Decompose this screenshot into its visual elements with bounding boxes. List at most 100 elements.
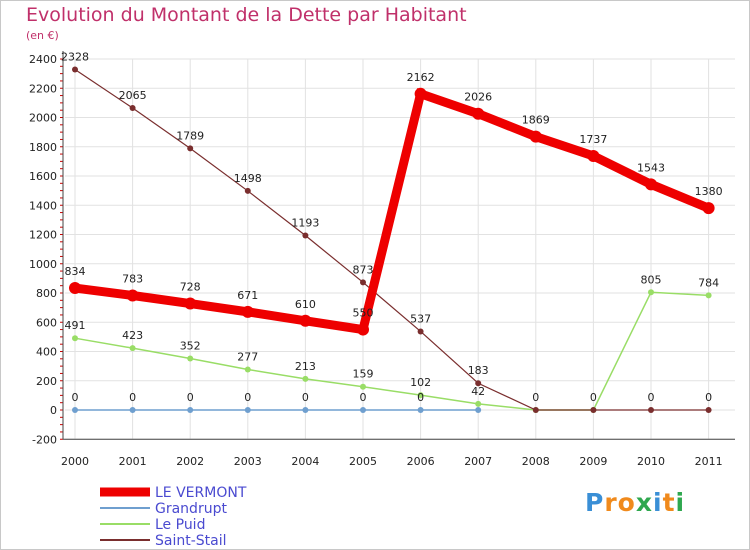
y-tick-label: 1400 (29, 199, 57, 212)
x-tick-label: 2007 (464, 455, 492, 468)
data-label: 1789 (176, 129, 204, 142)
brand-letter: P (585, 488, 605, 517)
data-point (648, 289, 654, 296)
y-tick-label: 2400 (29, 53, 57, 66)
data-point (475, 400, 482, 407)
data-label: 0 (360, 391, 367, 404)
data-label: 102 (410, 376, 431, 389)
data-point (532, 407, 539, 413)
data-point (529, 130, 542, 143)
data-label: 1737 (579, 133, 607, 146)
data-label: 550 (353, 307, 374, 320)
data-label: 1498 (234, 172, 262, 185)
data-label: 0 (129, 391, 136, 404)
y-tick-label: 2200 (29, 82, 57, 95)
data-point (129, 407, 136, 413)
x-tick-label: 2004 (291, 455, 319, 468)
chart-subtitle: (en €) (26, 29, 59, 42)
data-label: 834 (65, 265, 86, 278)
data-point (302, 232, 309, 239)
data-label: 0 (417, 391, 424, 404)
data-point (417, 392, 424, 399)
data-label: 728 (180, 281, 201, 294)
data-label: 0 (72, 391, 79, 404)
data-label: 783 (122, 272, 143, 285)
data-point (360, 279, 366, 286)
x-tick-label: 2010 (637, 455, 665, 468)
data-point (129, 104, 136, 111)
data-point (129, 345, 136, 352)
data-point (244, 407, 251, 413)
legend-label: Saint-Stail (155, 533, 227, 549)
data-point (302, 407, 309, 413)
data-point (302, 375, 309, 382)
data-label: 0 (590, 391, 597, 404)
data-point (648, 407, 654, 413)
data-point (702, 202, 715, 215)
x-tick-label: 2011 (695, 455, 723, 468)
x-tick-label: 2001 (119, 455, 147, 468)
data-label: 2162 (407, 71, 435, 84)
data-point (417, 407, 424, 413)
data-point (72, 66, 78, 73)
data-label: 873 (353, 263, 374, 276)
x-tick-label: 2002 (176, 455, 204, 468)
data-point (244, 366, 251, 373)
data-point (244, 187, 251, 194)
data-label: 0 (705, 391, 712, 404)
y-tick-label: 400 (36, 346, 57, 359)
series-line-le-puid (74, 291, 709, 411)
data-label: 1193 (291, 217, 319, 230)
series-line-saint-stail (74, 69, 709, 411)
brand-letter: t (662, 488, 676, 517)
data-point (590, 407, 597, 413)
brand-letter: i (675, 488, 686, 517)
legend-label: LE VERMONT (155, 485, 247, 501)
brand-letter: o (617, 488, 636, 517)
data-label: 213 (295, 360, 316, 373)
y-tick-label: 1800 (29, 141, 57, 154)
data-point (645, 178, 657, 191)
y-tick-label: 1600 (29, 170, 57, 183)
data-point (187, 145, 194, 152)
data-label: 42 (471, 385, 485, 398)
data-point (357, 323, 369, 336)
data-point (241, 305, 254, 318)
data-point (187, 407, 194, 413)
data-point (417, 328, 424, 335)
data-point (705, 292, 712, 299)
data-label: 671 (237, 289, 258, 302)
x-tick-label: 2003 (234, 455, 262, 468)
data-label: 610 (295, 298, 316, 311)
data-label: 2026 (464, 91, 492, 104)
data-label: 277 (237, 350, 258, 363)
data-point (414, 87, 427, 100)
y-tick-label: 0 (50, 404, 57, 417)
data-point (184, 297, 197, 310)
data-point (587, 149, 600, 162)
x-tick-label: 2005 (349, 455, 377, 468)
y-tick-label: 1000 (29, 258, 57, 271)
data-label: 1380 (695, 185, 723, 198)
y-tick-label: 600 (36, 316, 57, 329)
data-label: 2065 (119, 89, 147, 102)
data-point (475, 380, 482, 387)
data-label: 423 (122, 329, 143, 342)
brand-letter: i (653, 488, 663, 517)
series-line-le-vermont (74, 87, 711, 335)
data-label: 0 (187, 391, 194, 404)
y-tick-label: 200 (36, 375, 57, 388)
brand-logo: Proxiti (585, 488, 685, 517)
x-tick-label: 2000 (61, 455, 89, 468)
y-tick-label: 800 (36, 287, 57, 300)
y-tick-label: 1200 (29, 229, 57, 242)
data-label: 159 (353, 368, 374, 381)
data-label: 537 (410, 312, 431, 325)
x-tick-label: 2008 (522, 455, 550, 468)
data-point (187, 355, 194, 362)
data-label: 784 (698, 276, 719, 289)
y-tick-label: -200 (32, 433, 57, 446)
data-label: 1543 (637, 161, 665, 174)
data-label: 0 (302, 391, 309, 404)
